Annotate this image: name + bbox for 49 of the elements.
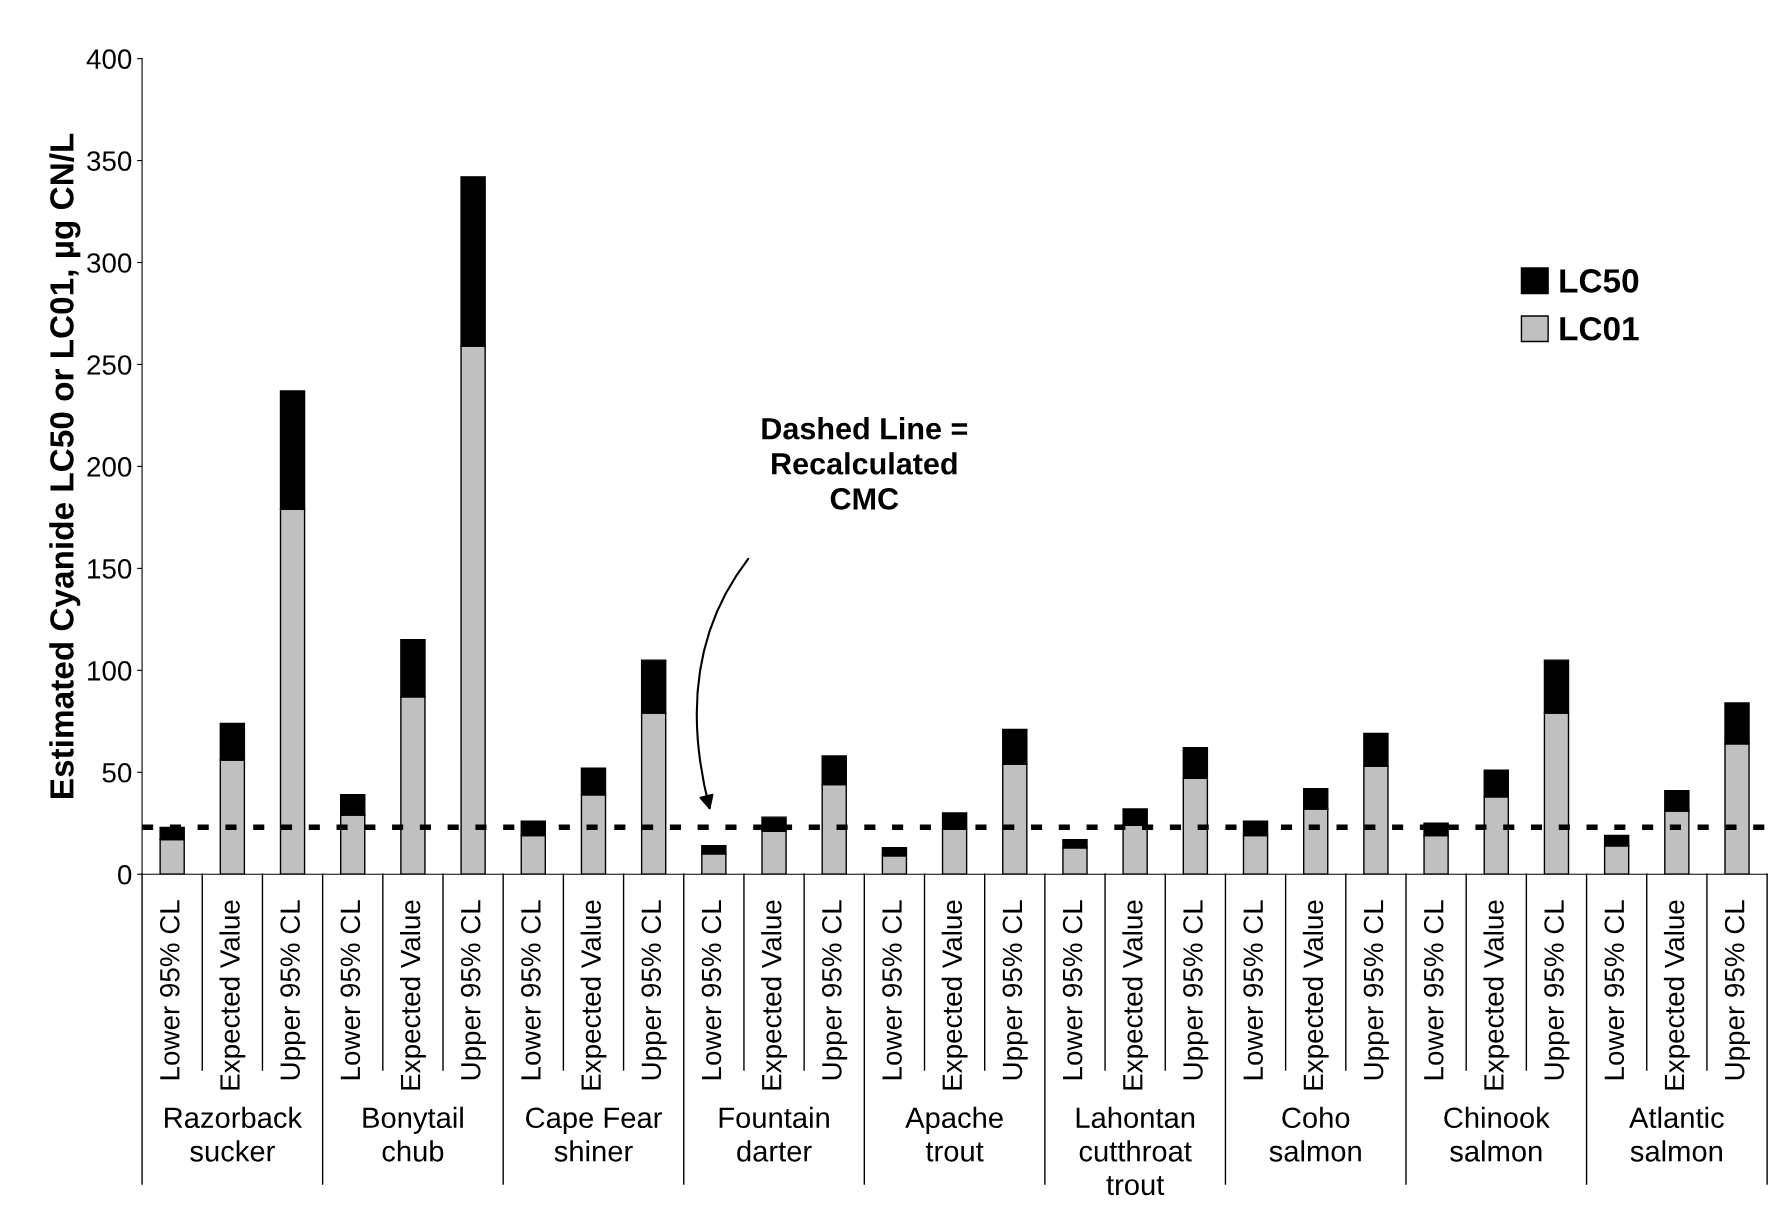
x-tick-label: Lower 95% CL xyxy=(340,900,361,1080)
x-tick-label: Expected Value xyxy=(1483,900,1510,1090)
x-tick-label: Upper 95% CL xyxy=(1183,900,1209,1080)
x-tick-label: Upper 95% CL xyxy=(1002,900,1028,1080)
x-tick-label: Upper 95% CL xyxy=(641,900,667,1080)
x-tick-label: Upper 95% CL xyxy=(1544,900,1570,1080)
x-tick-label: Lower 95% CL xyxy=(701,900,722,1080)
annotation: Dashed Line = Recalculated CMC xyxy=(762,417,968,510)
x-tick-label: Upper 95% CL xyxy=(822,900,848,1080)
x-tick-label: Lower 95% CL xyxy=(1604,900,1625,1080)
legend-label: LC01 xyxy=(1560,317,1639,341)
x-tick-label: Expected Value xyxy=(1663,900,1690,1090)
y-tick-label: 250 xyxy=(87,355,132,375)
x-tick-label: Upper 95% CL xyxy=(280,900,306,1080)
y-tick-label: 150 xyxy=(88,559,132,579)
x-tick-label: Expected Value xyxy=(399,900,426,1090)
text: Cape Fear shiner xyxy=(526,1107,662,1162)
x-tick-label: Expected Value xyxy=(1302,900,1329,1090)
x-tick-label: Lower 95% CL xyxy=(882,900,902,1080)
text: Chinook salmon xyxy=(1444,1106,1550,1162)
y-axis-title: Estimated Cyanide LC50 or LC01, µg CN/L xyxy=(49,133,81,798)
x-tick-label: Lower 95% CL xyxy=(521,900,541,1080)
x-tick-label: Expected Value xyxy=(761,900,787,1090)
x-tick-label: Upper 95% CL xyxy=(1724,900,1750,1080)
x-tick-label: Expected Value xyxy=(941,900,968,1090)
y-tick-label: 50 xyxy=(102,762,132,783)
text: Bonytail chub xyxy=(363,1106,463,1162)
x-tick-label: Expected Value xyxy=(580,900,607,1090)
x-tick-label: Upper 95% CL xyxy=(1363,900,1389,1080)
x-tick-label: Expected Value xyxy=(1122,900,1149,1090)
text: Atlantic salmon xyxy=(1629,1106,1724,1162)
y-tick-label: 300 xyxy=(87,253,132,273)
x-tick-label: Lower 95% CL xyxy=(1243,900,1263,1080)
y-tick-label: 200 xyxy=(87,457,132,477)
x-tick-label: Lower 95% CL xyxy=(1423,900,1444,1080)
text: Razorback sucker xyxy=(165,1106,303,1162)
x-tick-label: Lower 95% CL xyxy=(159,900,180,1080)
x-tick-label: Expected Value xyxy=(219,900,246,1090)
text: Apache trout xyxy=(905,1106,1003,1162)
text: Fountain darter xyxy=(719,1106,829,1162)
y-tick-label: 350 xyxy=(87,151,132,171)
y-tick-label: 400 xyxy=(86,49,132,69)
x-tick-label: Lower 95% CL xyxy=(1062,900,1083,1080)
text: Coho salmon xyxy=(1269,1106,1361,1162)
x-tick-label: Upper 95% CL xyxy=(460,900,487,1080)
y-tick-label: 0 xyxy=(118,864,132,885)
y-tick-label: 100 xyxy=(88,661,132,681)
text: Lahontan cutthroat trout xyxy=(1076,1106,1195,1196)
legend-label: LC50 xyxy=(1560,269,1639,293)
